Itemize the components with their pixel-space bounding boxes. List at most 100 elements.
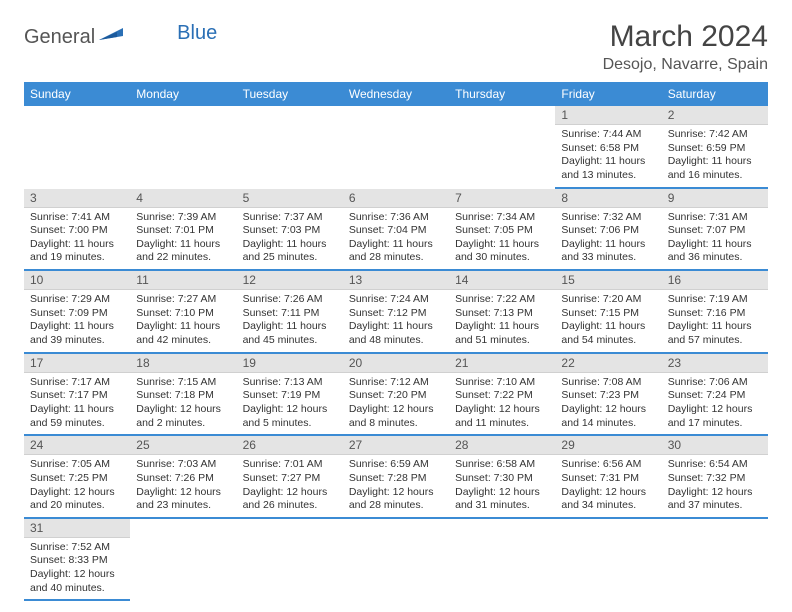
calendar-cell: 21Sunrise: 7:10 AMSunset: 7:22 PMDayligh…	[449, 354, 555, 437]
day-number: 2	[662, 106, 768, 125]
day-number: 10	[24, 271, 130, 290]
day-number: 24	[24, 436, 130, 455]
day-number: 29	[555, 436, 661, 455]
day-number: 16	[662, 271, 768, 290]
calendar-week-row: 10Sunrise: 7:29 AMSunset: 7:09 PMDayligh…	[24, 271, 768, 354]
day-number: 30	[662, 436, 768, 455]
day-content: Sunrise: 7:15 AMSunset: 7:18 PMDaylight:…	[130, 373, 236, 437]
calendar-cell: 28Sunrise: 6:58 AMSunset: 7:30 PMDayligh…	[449, 436, 555, 519]
calendar-cell: 27Sunrise: 6:59 AMSunset: 7:28 PMDayligh…	[343, 436, 449, 519]
day-content: Sunrise: 7:06 AMSunset: 7:24 PMDaylight:…	[662, 373, 768, 437]
calendar-cell: 20Sunrise: 7:12 AMSunset: 7:20 PMDayligh…	[343, 354, 449, 437]
calendar-cell: 12Sunrise: 7:26 AMSunset: 7:11 PMDayligh…	[237, 271, 343, 354]
calendar-week-row: 24Sunrise: 7:05 AMSunset: 7:25 PMDayligh…	[24, 436, 768, 519]
day-content: Sunrise: 7:05 AMSunset: 7:25 PMDaylight:…	[24, 455, 130, 519]
day-content: Sunrise: 7:19 AMSunset: 7:16 PMDaylight:…	[662, 290, 768, 354]
calendar-cell	[237, 519, 343, 602]
day-content: Sunrise: 7:22 AMSunset: 7:13 PMDaylight:…	[449, 290, 555, 354]
calendar-cell: 10Sunrise: 7:29 AMSunset: 7:09 PMDayligh…	[24, 271, 130, 354]
weekday-header: Wednesday	[343, 82, 449, 106]
day-number: 25	[130, 436, 236, 455]
day-number: 11	[130, 271, 236, 290]
day-number: 31	[24, 519, 130, 538]
day-number: 8	[555, 189, 661, 208]
day-content: Sunrise: 7:32 AMSunset: 7:06 PMDaylight:…	[555, 208, 661, 272]
logo-text-general: General	[24, 26, 95, 49]
calendar-cell	[237, 106, 343, 189]
day-content: Sunrise: 7:08 AMSunset: 7:23 PMDaylight:…	[555, 373, 661, 437]
day-content: Sunrise: 6:58 AMSunset: 7:30 PMDaylight:…	[449, 455, 555, 519]
header: General Blue March 2024 Desojo, Navarre,…	[24, 20, 768, 74]
calendar-cell: 26Sunrise: 7:01 AMSunset: 7:27 PMDayligh…	[237, 436, 343, 519]
calendar-cell	[662, 519, 768, 602]
day-content: Sunrise: 7:17 AMSunset: 7:17 PMDaylight:…	[24, 373, 130, 437]
logo-text-blue: Blue	[177, 22, 217, 45]
calendar-cell: 3Sunrise: 7:41 AMSunset: 7:00 PMDaylight…	[24, 189, 130, 272]
day-content: Sunrise: 6:54 AMSunset: 7:32 PMDaylight:…	[662, 455, 768, 519]
day-content: Sunrise: 7:26 AMSunset: 7:11 PMDaylight:…	[237, 290, 343, 354]
day-content: Sunrise: 7:27 AMSunset: 7:10 PMDaylight:…	[130, 290, 236, 354]
day-number: 17	[24, 354, 130, 373]
day-number: 3	[24, 189, 130, 208]
calendar-cell: 17Sunrise: 7:17 AMSunset: 7:17 PMDayligh…	[24, 354, 130, 437]
calendar-cell	[449, 106, 555, 189]
calendar-week-row: 3Sunrise: 7:41 AMSunset: 7:00 PMDaylight…	[24, 189, 768, 272]
day-number: 27	[343, 436, 449, 455]
day-number: 9	[662, 189, 768, 208]
day-content: Sunrise: 7:36 AMSunset: 7:04 PMDaylight:…	[343, 208, 449, 272]
day-content: Sunrise: 7:01 AMSunset: 7:27 PMDaylight:…	[237, 455, 343, 519]
day-number: 5	[237, 189, 343, 208]
weekday-header: Saturday	[662, 82, 768, 106]
day-number: 12	[237, 271, 343, 290]
day-number: 26	[237, 436, 343, 455]
day-content: Sunrise: 7:44 AMSunset: 6:58 PMDaylight:…	[555, 125, 661, 189]
day-number: 18	[130, 354, 236, 373]
calendar-cell: 14Sunrise: 7:22 AMSunset: 7:13 PMDayligh…	[449, 271, 555, 354]
weekday-header: Friday	[555, 82, 661, 106]
calendar-cell	[130, 519, 236, 602]
weekday-header-row: SundayMondayTuesdayWednesdayThursdayFrid…	[24, 82, 768, 106]
day-number: 22	[555, 354, 661, 373]
page-title: March 2024	[603, 20, 768, 54]
day-number: 1	[555, 106, 661, 125]
weekday-header: Thursday	[449, 82, 555, 106]
day-number: 19	[237, 354, 343, 373]
day-number: 21	[449, 354, 555, 373]
day-content: Sunrise: 7:34 AMSunset: 7:05 PMDaylight:…	[449, 208, 555, 272]
calendar-cell: 2Sunrise: 7:42 AMSunset: 6:59 PMDaylight…	[662, 106, 768, 189]
calendar-cell	[555, 519, 661, 602]
calendar-cell	[449, 519, 555, 602]
day-content: Sunrise: 6:56 AMSunset: 7:31 PMDaylight:…	[555, 455, 661, 519]
day-number: 6	[343, 189, 449, 208]
calendar-cell	[24, 106, 130, 189]
day-content: Sunrise: 7:12 AMSunset: 7:20 PMDaylight:…	[343, 373, 449, 437]
day-number: 28	[449, 436, 555, 455]
calendar-cell: 4Sunrise: 7:39 AMSunset: 7:01 PMDaylight…	[130, 189, 236, 272]
calendar-cell: 18Sunrise: 7:15 AMSunset: 7:18 PMDayligh…	[130, 354, 236, 437]
calendar-week-row: 31Sunrise: 7:52 AMSunset: 8:33 PMDayligh…	[24, 519, 768, 602]
weekday-header: Tuesday	[237, 82, 343, 106]
title-block: March 2024 Desojo, Navarre, Spain	[603, 20, 768, 74]
logo: General Blue	[24, 26, 217, 49]
calendar-cell: 30Sunrise: 6:54 AMSunset: 7:32 PMDayligh…	[662, 436, 768, 519]
day-content: Sunrise: 6:59 AMSunset: 7:28 PMDaylight:…	[343, 455, 449, 519]
day-number: 13	[343, 271, 449, 290]
calendar-cell: 13Sunrise: 7:24 AMSunset: 7:12 PMDayligh…	[343, 271, 449, 354]
day-content: Sunrise: 7:03 AMSunset: 7:26 PMDaylight:…	[130, 455, 236, 519]
weekday-header: Monday	[130, 82, 236, 106]
calendar-cell: 22Sunrise: 7:08 AMSunset: 7:23 PMDayligh…	[555, 354, 661, 437]
calendar-cell: 15Sunrise: 7:20 AMSunset: 7:15 PMDayligh…	[555, 271, 661, 354]
day-number: 4	[130, 189, 236, 208]
day-content: Sunrise: 7:37 AMSunset: 7:03 PMDaylight:…	[237, 208, 343, 272]
day-content: Sunrise: 7:52 AMSunset: 8:33 PMDaylight:…	[24, 538, 130, 602]
calendar-cell: 25Sunrise: 7:03 AMSunset: 7:26 PMDayligh…	[130, 436, 236, 519]
day-content: Sunrise: 7:31 AMSunset: 7:07 PMDaylight:…	[662, 208, 768, 272]
calendar-cell: 29Sunrise: 6:56 AMSunset: 7:31 PMDayligh…	[555, 436, 661, 519]
calendar-cell: 1Sunrise: 7:44 AMSunset: 6:58 PMDaylight…	[555, 106, 661, 189]
calendar-cell: 24Sunrise: 7:05 AMSunset: 7:25 PMDayligh…	[24, 436, 130, 519]
day-number: 23	[662, 354, 768, 373]
day-number: 7	[449, 189, 555, 208]
calendar-week-row: 17Sunrise: 7:17 AMSunset: 7:17 PMDayligh…	[24, 354, 768, 437]
day-content: Sunrise: 7:42 AMSunset: 6:59 PMDaylight:…	[662, 125, 768, 189]
calendar-cell: 19Sunrise: 7:13 AMSunset: 7:19 PMDayligh…	[237, 354, 343, 437]
